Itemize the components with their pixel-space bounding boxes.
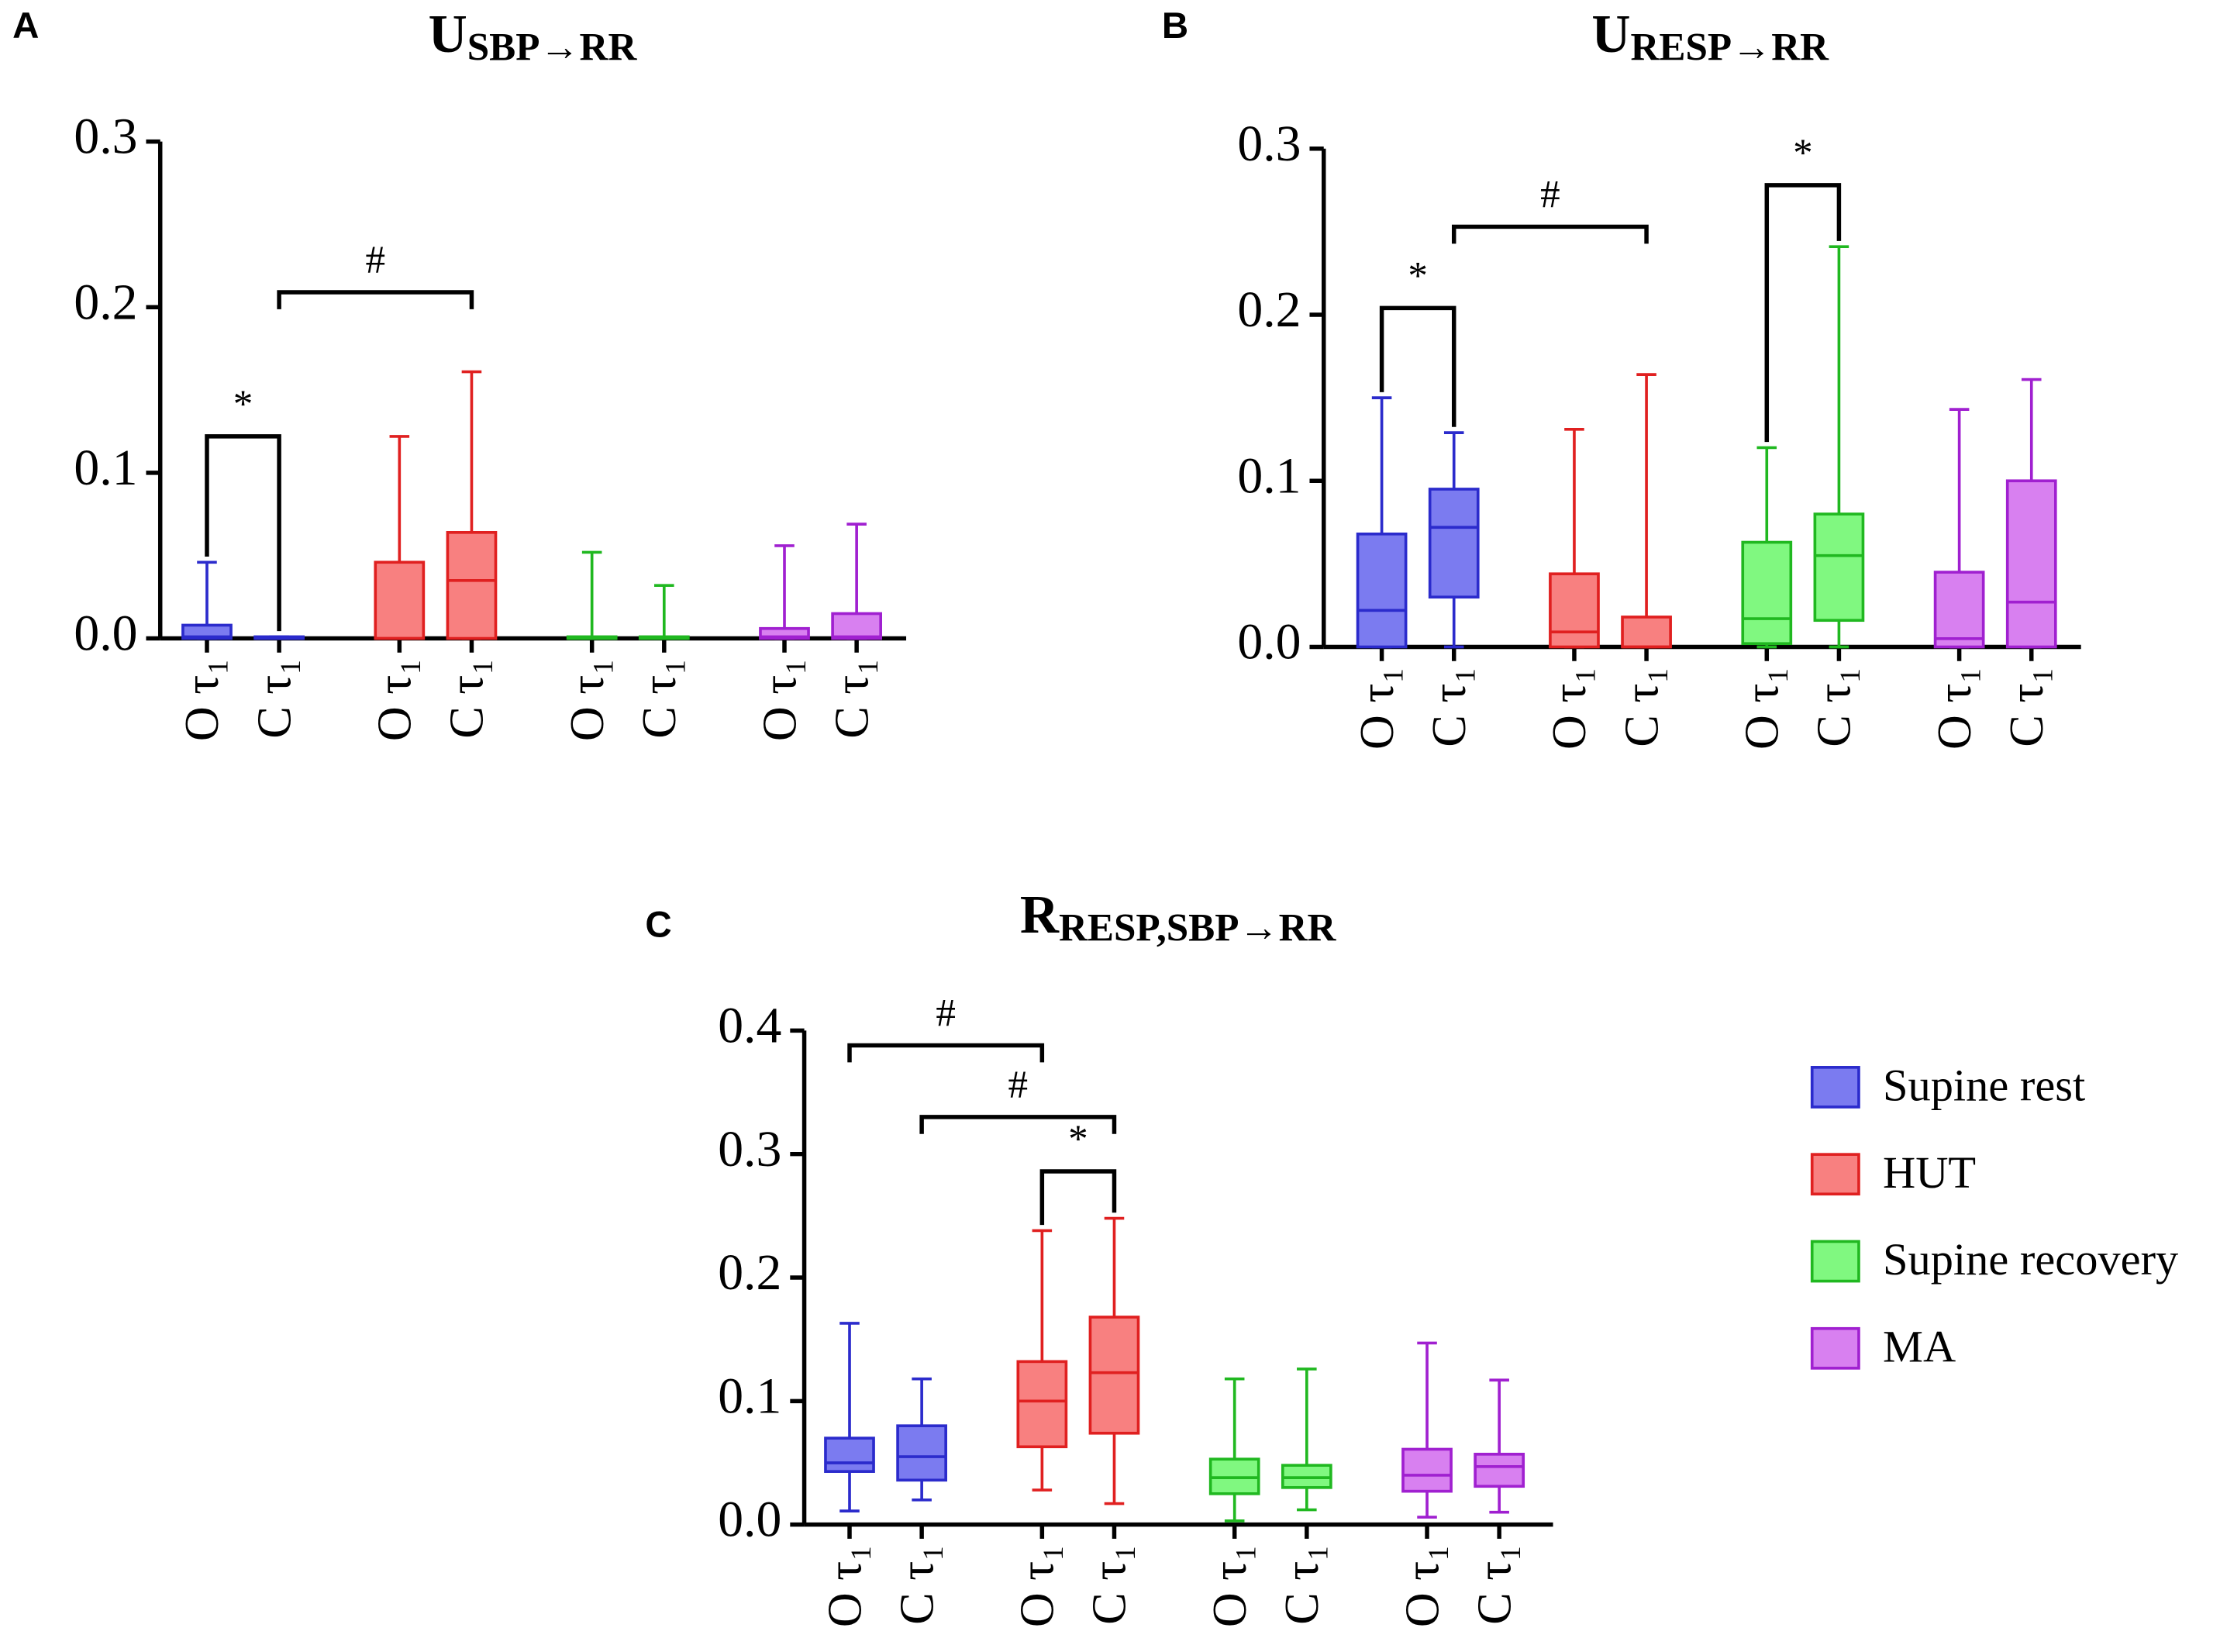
significance-bracket — [277, 290, 474, 309]
x-tick-label: O τ₁ — [1204, 1544, 1257, 1627]
legend-swatch — [1810, 1326, 1860, 1370]
significance-label: # — [1540, 173, 1560, 217]
box — [1401, 1447, 1453, 1493]
x-tick-label: C τ₁ — [1084, 1544, 1136, 1625]
x-tick-label: O τ₁ — [1736, 667, 1789, 750]
significance-bracket — [919, 1115, 1117, 1134]
x-tick-label: C τ₁ — [1468, 1544, 1521, 1625]
significance-bracket — [1039, 1169, 1117, 1226]
box — [1474, 1453, 1525, 1488]
y-tick-label: 0.0 — [718, 1492, 781, 1548]
legend-swatch — [1810, 1153, 1860, 1196]
significance-label: # — [1008, 1063, 1029, 1107]
y-tick-label: 0.1 — [1237, 447, 1301, 504]
y-tick-label: 0.1 — [718, 1367, 781, 1424]
box — [2005, 479, 2057, 649]
legend-label: MA — [1883, 1321, 1956, 1371]
x-tick-label: C τ₁ — [891, 1544, 943, 1625]
significance-label: # — [936, 992, 956, 1036]
significance-bracket — [1764, 183, 1842, 443]
legend-label: HUT — [1883, 1147, 1976, 1198]
y-tick-label: 0.2 — [74, 274, 137, 330]
box — [1088, 1316, 1140, 1435]
title-subscript: RESP→RR — [1631, 25, 1830, 69]
x-tick-label: C τ₁ — [1808, 667, 1861, 747]
box — [1741, 540, 1793, 646]
x-tick-label: C τ₁ — [441, 658, 494, 739]
y-tick-label: 0.2 — [718, 1244, 781, 1301]
chart-title: RRESP,SBP→RR — [1020, 885, 1337, 950]
x-tick-label: O τ₁ — [1929, 667, 1981, 750]
legend-swatch — [1810, 1066, 1860, 1109]
box — [1016, 1360, 1068, 1449]
box — [1933, 571, 1985, 649]
title-subscript: RESP,SBP→RR — [1059, 905, 1336, 950]
x-tick-label: C τ₁ — [633, 658, 686, 739]
panel-label: B — [1162, 5, 1188, 47]
box — [831, 612, 883, 640]
box — [181, 623, 233, 640]
x-tick-label: O τ₁ — [1396, 1544, 1449, 1627]
y-tick-label: 0.4 — [718, 997, 781, 1054]
box — [1428, 488, 1480, 599]
y-tick-label: 0.3 — [1237, 116, 1301, 172]
box — [374, 560, 426, 640]
x-tick-label: C τ₁ — [2001, 667, 2053, 747]
x-tick-label: C τ₁ — [1615, 667, 1668, 747]
x-tick-label: C τ₁ — [1276, 1544, 1329, 1625]
y-tick-label: 0.1 — [74, 440, 137, 496]
significance-label: # — [365, 238, 385, 282]
x-tick-label: C τ₁ — [1423, 667, 1476, 747]
box — [446, 530, 498, 640]
significance-label: * — [1068, 1117, 1088, 1161]
x-tick-label: C τ₁ — [248, 658, 301, 739]
box — [1621, 616, 1672, 649]
x-tick-label: O τ₁ — [176, 658, 229, 741]
box — [896, 1424, 948, 1482]
y-tick-label: 0.3 — [718, 1121, 781, 1178]
x-tick-label: O τ₁ — [1012, 1544, 1064, 1627]
x-tick-label: O τ₁ — [1543, 667, 1596, 750]
panel-label: A — [12, 5, 39, 47]
box — [1356, 532, 1408, 649]
title-subscript: SBP→RR — [467, 25, 638, 69]
significance-label: * — [233, 382, 253, 426]
x-tick-label: C τ₁ — [826, 658, 878, 739]
box — [1549, 572, 1600, 649]
significance-label: * — [1408, 254, 1428, 298]
y-tick-label: 0.2 — [1237, 281, 1301, 338]
x-tick-label: O τ₁ — [369, 658, 422, 741]
y-tick-label: 0.3 — [74, 109, 137, 165]
chart-title: URESP→RR — [1591, 5, 1829, 69]
significance-bracket — [847, 1043, 1045, 1063]
significance-bracket — [1451, 224, 1649, 244]
significance-label: * — [1793, 131, 1813, 175]
panel-label: C — [645, 905, 671, 946]
significance-bracket — [205, 434, 281, 632]
box — [824, 1436, 875, 1473]
y-tick-label: 0.0 — [74, 605, 137, 662]
title-main: U — [429, 5, 467, 64]
legend-label: Supine rest — [1883, 1060, 2085, 1110]
y-tick-label: 0.0 — [1237, 614, 1301, 671]
box — [1813, 512, 1865, 623]
significance-bracket — [1379, 305, 1456, 427]
legend-swatch — [1810, 1240, 1860, 1283]
title-main: U — [1591, 5, 1630, 64]
chart-title: USBP→RR — [429, 5, 638, 69]
x-tick-label: O τ₁ — [561, 658, 614, 741]
legend-label: Supine recovery — [1883, 1234, 2178, 1285]
x-tick-label: O τ₁ — [753, 658, 806, 741]
x-tick-label: O τ₁ — [819, 1544, 871, 1627]
title-main: R — [1020, 885, 1060, 945]
x-tick-label: O τ₁ — [1351, 667, 1404, 750]
